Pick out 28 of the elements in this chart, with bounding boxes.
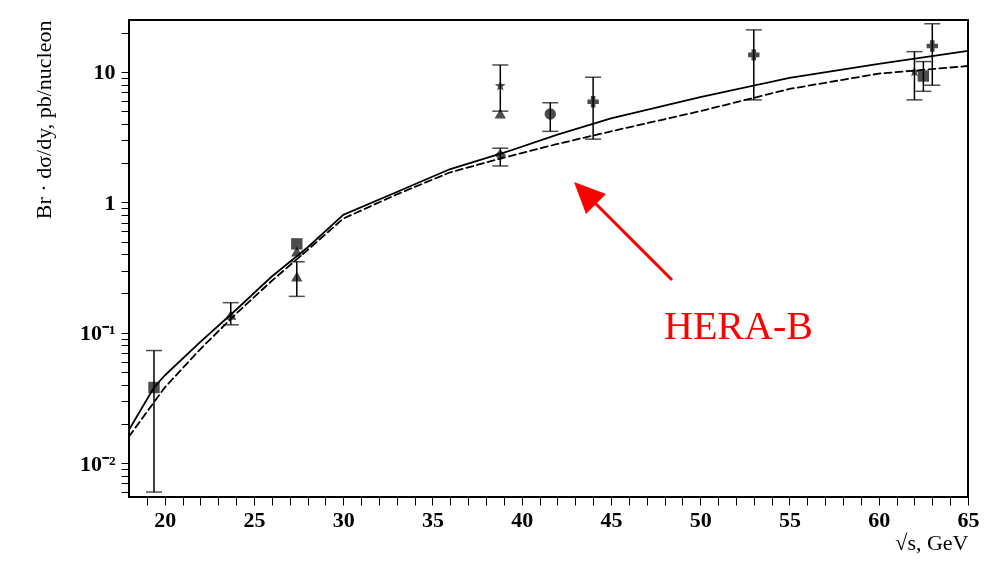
point: [544, 108, 556, 120]
x-tick-label: 65: [957, 506, 980, 532]
x-tick-label: 60: [868, 506, 891, 532]
point: [291, 238, 303, 250]
point: [926, 40, 938, 52]
point: [748, 49, 760, 61]
x-tick-label: 35: [421, 506, 444, 532]
point: [494, 149, 506, 161]
annotation: HERA-B: [664, 302, 813, 349]
x-tick-label: 20: [154, 506, 177, 532]
point: [148, 381, 160, 394]
x-tick-label: 55: [778, 506, 801, 532]
x-tick-label: 50: [689, 506, 712, 532]
x-axis-title: √s, GeV: [895, 529, 969, 555]
point: [291, 246, 303, 257]
y-axis-title: Br · dσ/dy, pb/nucleon: [30, 20, 56, 220]
point: [587, 96, 599, 108]
x-tick-label: 40: [511, 506, 534, 532]
point: [494, 80, 506, 91]
point: [225, 309, 237, 320]
y-tick-label: 10: [93, 59, 116, 85]
x-tick-label: 25: [243, 506, 266, 532]
y-tick-label: 1: [104, 189, 116, 215]
y-tick-label: 10⁻²: [79, 450, 116, 476]
y-tick-label: 10⁻¹: [79, 320, 116, 346]
point: [917, 70, 930, 82]
x-tick-label: 45: [600, 506, 623, 532]
x-tick-label: 30: [332, 506, 355, 532]
